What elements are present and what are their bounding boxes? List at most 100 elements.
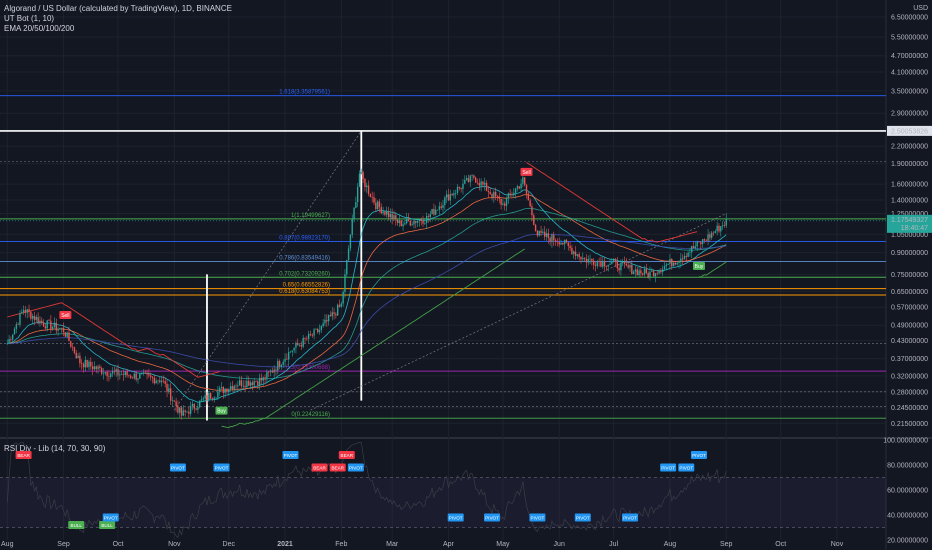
- candle-body: [164, 381, 166, 384]
- rsi-signal-tag: [484, 513, 501, 522]
- candle-body: [667, 263, 669, 265]
- candle-body: [524, 177, 526, 185]
- rsi-signal-tag: [529, 513, 546, 522]
- candle-body: [529, 200, 531, 207]
- candle-body: [140, 373, 143, 375]
- y-tick-label: 5.50000000: [891, 34, 928, 41]
- candle-body: [656, 273, 658, 274]
- rsi-tick-label: 40.00000000: [887, 513, 928, 520]
- candle-body: [638, 270, 640, 276]
- candle-body: [471, 175, 473, 176]
- candle-body: [113, 371, 116, 372]
- rsi-signal-tag: [102, 513, 119, 522]
- candle-body: [240, 380, 243, 387]
- candle-body: [110, 373, 112, 377]
- rsi-tick-label: 100.00000000: [883, 438, 928, 445]
- candle-body: [716, 225, 718, 232]
- candle-body: [26, 309, 28, 313]
- rsi-signal-label: PIVOT: [531, 516, 545, 521]
- candle-body: [391, 213, 393, 220]
- candle-body: [220, 387, 223, 388]
- candle-body: [616, 260, 618, 269]
- candle-body: [336, 304, 339, 316]
- candle-body: [295, 342, 297, 348]
- candle-body: [128, 375, 130, 376]
- candle-body: [229, 386, 232, 390]
- candle-body: [291, 350, 294, 352]
- candle-body: [318, 330, 321, 333]
- candle-body: [649, 271, 651, 278]
- marked-level-tag: [887, 125, 932, 136]
- candle-body: [333, 312, 335, 314]
- candle-body: [264, 377, 266, 380]
- symbol-title: Algorand / US Dollar (calculated by Trad…: [4, 4, 232, 13]
- candle-body: [527, 193, 530, 201]
- candle-body: [696, 241, 698, 247]
- symbol-legend[interactable]: Algorand / US Dollar (calculated by Trad…: [4, 4, 232, 13]
- rsi-band: [0, 477, 886, 528]
- rsi-signal-label: BEAR: [17, 453, 30, 458]
- candle-body: [382, 211, 384, 214]
- y-tick-label: 1.05000000: [891, 232, 928, 239]
- candle-body: [367, 185, 370, 194]
- x-tick-label: 2021: [277, 541, 293, 548]
- indicator-legend-ut-bot[interactable]: UT Bot (1, 10): [4, 14, 54, 23]
- candle-body: [516, 186, 519, 189]
- candle-body: [24, 310, 27, 313]
- candle-body: [480, 181, 482, 186]
- candle-body: [678, 261, 680, 263]
- candle-body: [120, 374, 123, 375]
- y-tick-label: 0.43000000: [891, 338, 928, 345]
- rsi-signal-label: PIVOT: [349, 466, 363, 471]
- x-tick-label: Sep: [720, 541, 733, 548]
- candle-body: [195, 408, 197, 410]
- candle-body: [467, 178, 470, 183]
- diagonal-trend-line: [310, 213, 727, 411]
- candle-body: [429, 214, 431, 217]
- candle-body: [416, 221, 419, 223]
- indicator-legend-ema[interactable]: EMA 20/50/100/200: [4, 24, 74, 33]
- candle-body: [671, 259, 673, 267]
- last-price-tag: [887, 214, 932, 233]
- candle-body: [674, 262, 677, 265]
- candle-body: [338, 304, 341, 307]
- candle-body: [485, 182, 488, 192]
- candle-body: [50, 320, 52, 330]
- rsi-signal-tag: [347, 463, 364, 472]
- marked-level-value: 2.50053826: [891, 128, 928, 135]
- rsi-signal-tag: [690, 451, 707, 459]
- rsi-signal-tag: [15, 451, 32, 459]
- candle-body: [17, 324, 19, 325]
- y-tick-label: 1.60000000: [891, 182, 928, 189]
- candle-body: [244, 385, 246, 388]
- candle-body: [513, 192, 515, 196]
- candle-body: [647, 272, 649, 278]
- rsi-legend[interactable]: RSI Div - Lib (14, 70, 30, 90): [4, 444, 105, 453]
- candle-body: [226, 388, 228, 393]
- candle-body: [282, 361, 284, 365]
- candle-body: [683, 255, 686, 260]
- candle-body: [553, 234, 555, 241]
- candle-body: [209, 393, 212, 399]
- candle-body: [694, 246, 697, 249]
- candle-body: [672, 262, 675, 267]
- rsi-signal-tag: [622, 513, 639, 522]
- candle-body: [224, 388, 226, 393]
- candle-body: [445, 194, 448, 198]
- candle-body: [614, 259, 617, 261]
- candle-body: [453, 193, 455, 196]
- candle-body: [642, 273, 644, 275]
- candle-body: [133, 373, 136, 379]
- candle-body: [596, 261, 599, 266]
- candle-body: [533, 215, 535, 225]
- candle-body: [311, 334, 313, 336]
- candle-body: [494, 191, 497, 197]
- candle-body: [188, 411, 190, 414]
- candle-body: [155, 380, 157, 384]
- candle-body: [104, 371, 107, 374]
- rsi-tick-label: 20.00000000: [887, 538, 928, 545]
- candle-body: [721, 225, 724, 227]
- candle-body: [193, 403, 195, 409]
- candle-body: [88, 361, 90, 368]
